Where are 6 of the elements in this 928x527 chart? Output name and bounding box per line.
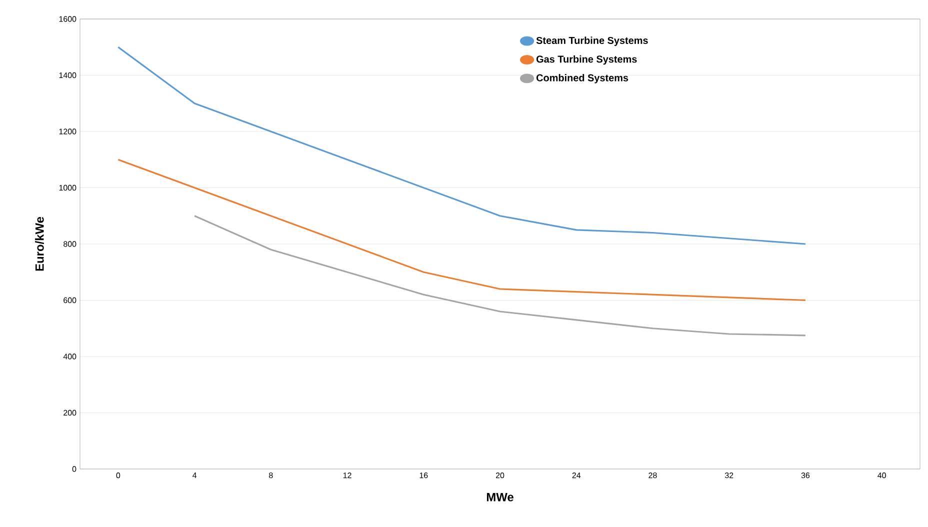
legend-label: Steam Turbine Systems bbox=[536, 36, 648, 46]
legend-label: Gas Turbine Systems bbox=[536, 55, 637, 65]
y-axis-title: Euro/kWe bbox=[35, 216, 44, 271]
line-series bbox=[194, 215, 806, 336]
legend-label: Combined Systems bbox=[536, 74, 628, 84]
x-axis-title: MWe bbox=[486, 492, 514, 502]
